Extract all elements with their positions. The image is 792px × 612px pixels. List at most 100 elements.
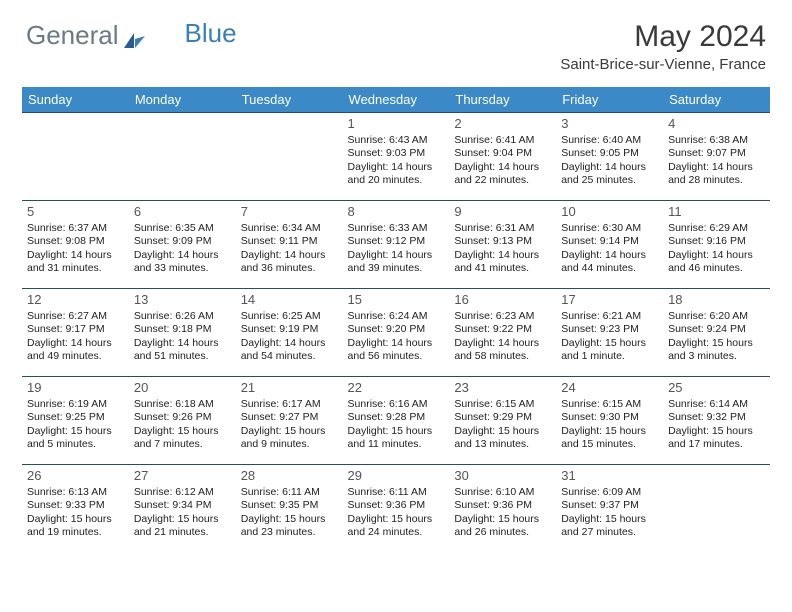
day-number: 26: [27, 468, 124, 485]
calendar-cell: 22Sunrise: 6:16 AMSunset: 9:28 PMDayligh…: [343, 377, 450, 465]
sunrise-text: Sunrise: 6:21 AM: [561, 310, 658, 323]
sunset-text: Sunset: 9:20 PM: [348, 323, 445, 336]
sunset-text: Sunset: 9:17 PM: [27, 323, 124, 336]
daylight-text: and 46 minutes.: [668, 262, 765, 275]
weekday-header: Friday: [556, 87, 663, 113]
sunset-text: Sunset: 9:37 PM: [561, 499, 658, 512]
daylight-text: Daylight: 14 hours: [348, 161, 445, 174]
daylight-text: and 54 minutes.: [241, 350, 338, 363]
header: General Blue May 2024 Saint-Brice-sur-Vi…: [22, 20, 770, 81]
calendar-cell: 8Sunrise: 6:33 AMSunset: 9:12 PMDaylight…: [343, 201, 450, 289]
daylight-text: and 5 minutes.: [27, 438, 124, 451]
calendar-cell-empty: [663, 465, 770, 546]
sunset-text: Sunset: 9:34 PM: [134, 499, 231, 512]
day-number: 27: [134, 468, 231, 485]
calendar-cell: 10Sunrise: 6:30 AMSunset: 9:14 PMDayligh…: [556, 201, 663, 289]
day-number: 9: [454, 204, 551, 221]
sunset-text: Sunset: 9:28 PM: [348, 411, 445, 424]
daylight-text: Daylight: 15 hours: [241, 425, 338, 438]
logo-part1: General: [26, 20, 119, 51]
day-number: 3: [561, 116, 658, 133]
day-number: 15: [348, 292, 445, 309]
daylight-text: Daylight: 14 hours: [348, 249, 445, 262]
daylight-text: and 24 minutes.: [348, 526, 445, 539]
calendar-cell: 25Sunrise: 6:14 AMSunset: 9:32 PMDayligh…: [663, 377, 770, 465]
sunrise-text: Sunrise: 6:10 AM: [454, 486, 551, 499]
logo: General Blue: [26, 20, 237, 51]
day-number: 20: [134, 380, 231, 397]
day-number: 23: [454, 380, 551, 397]
daylight-text: Daylight: 15 hours: [561, 337, 658, 350]
logo-part2: Blue: [185, 18, 237, 49]
sunset-text: Sunset: 9:30 PM: [561, 411, 658, 424]
daylight-text: Daylight: 15 hours: [134, 513, 231, 526]
daylight-text: and 17 minutes.: [668, 438, 765, 451]
sunset-text: Sunset: 9:32 PM: [668, 411, 765, 424]
daylight-text: and 23 minutes.: [241, 526, 338, 539]
sunrise-text: Sunrise: 6:11 AM: [348, 486, 445, 499]
day-number: 29: [348, 468, 445, 485]
sunset-text: Sunset: 9:07 PM: [668, 147, 765, 160]
daylight-text: and 44 minutes.: [561, 262, 658, 275]
sunset-text: Sunset: 9:36 PM: [454, 499, 551, 512]
sunrise-text: Sunrise: 6:17 AM: [241, 398, 338, 411]
weekday-header: Tuesday: [236, 87, 343, 113]
sunrise-text: Sunrise: 6:29 AM: [668, 222, 765, 235]
calendar-cell: 16Sunrise: 6:23 AMSunset: 9:22 PMDayligh…: [449, 289, 556, 377]
daylight-text: and 49 minutes.: [27, 350, 124, 363]
daylight-text: and 33 minutes.: [134, 262, 231, 275]
calendar-cell: 11Sunrise: 6:29 AMSunset: 9:16 PMDayligh…: [663, 201, 770, 289]
sunrise-text: Sunrise: 6:38 AM: [668, 134, 765, 147]
sunset-text: Sunset: 9:27 PM: [241, 411, 338, 424]
sunrise-text: Sunrise: 6:16 AM: [348, 398, 445, 411]
sunset-text: Sunset: 9:18 PM: [134, 323, 231, 336]
calendar-cell-empty: [129, 113, 236, 201]
day-number: 8: [348, 204, 445, 221]
daylight-text: and 13 minutes.: [454, 438, 551, 451]
calendar-cell: 4Sunrise: 6:38 AMSunset: 9:07 PMDaylight…: [663, 113, 770, 201]
calendar-cell: 15Sunrise: 6:24 AMSunset: 9:20 PMDayligh…: [343, 289, 450, 377]
calendar-cell: 7Sunrise: 6:34 AMSunset: 9:11 PMDaylight…: [236, 201, 343, 289]
calendar-row: 12Sunrise: 6:27 AMSunset: 9:17 PMDayligh…: [22, 289, 770, 377]
daylight-text: Daylight: 14 hours: [454, 161, 551, 174]
sunrise-text: Sunrise: 6:09 AM: [561, 486, 658, 499]
calendar-cell: 31Sunrise: 6:09 AMSunset: 9:37 PMDayligh…: [556, 465, 663, 546]
sunset-text: Sunset: 9:36 PM: [348, 499, 445, 512]
day-number: 30: [454, 468, 551, 485]
daylight-text: Daylight: 15 hours: [454, 513, 551, 526]
daylight-text: Daylight: 14 hours: [668, 249, 765, 262]
calendar-cell: 27Sunrise: 6:12 AMSunset: 9:34 PMDayligh…: [129, 465, 236, 546]
sunset-text: Sunset: 9:03 PM: [348, 147, 445, 160]
weekday-header: Sunday: [22, 87, 129, 113]
day-number: 6: [134, 204, 231, 221]
sunrise-text: Sunrise: 6:12 AM: [134, 486, 231, 499]
calendar-cell: 12Sunrise: 6:27 AMSunset: 9:17 PMDayligh…: [22, 289, 129, 377]
day-number: 7: [241, 204, 338, 221]
weekday-header: Thursday: [449, 87, 556, 113]
daylight-text: and 51 minutes.: [134, 350, 231, 363]
daylight-text: and 27 minutes.: [561, 526, 658, 539]
day-number: 10: [561, 204, 658, 221]
calendar-cell: 2Sunrise: 6:41 AMSunset: 9:04 PMDaylight…: [449, 113, 556, 201]
daylight-text: Daylight: 15 hours: [561, 425, 658, 438]
daylight-text: and 25 minutes.: [561, 174, 658, 187]
sunrise-text: Sunrise: 6:35 AM: [134, 222, 231, 235]
calendar-row: 19Sunrise: 6:19 AMSunset: 9:25 PMDayligh…: [22, 377, 770, 465]
sunset-text: Sunset: 9:14 PM: [561, 235, 658, 248]
sunset-text: Sunset: 9:11 PM: [241, 235, 338, 248]
daylight-text: and 11 minutes.: [348, 438, 445, 451]
daylight-text: Daylight: 14 hours: [27, 337, 124, 350]
sunrise-text: Sunrise: 6:23 AM: [454, 310, 551, 323]
daylight-text: Daylight: 15 hours: [668, 425, 765, 438]
sunrise-text: Sunrise: 6:33 AM: [348, 222, 445, 235]
daylight-text: and 19 minutes.: [27, 526, 124, 539]
daylight-text: Daylight: 14 hours: [134, 249, 231, 262]
sunrise-text: Sunrise: 6:19 AM: [27, 398, 124, 411]
daylight-text: Daylight: 14 hours: [454, 249, 551, 262]
daylight-text: and 36 minutes.: [241, 262, 338, 275]
daylight-text: Daylight: 14 hours: [454, 337, 551, 350]
calendar-table: SundayMondayTuesdayWednesdayThursdayFrid…: [22, 87, 770, 545]
daylight-text: Daylight: 15 hours: [241, 513, 338, 526]
sunset-text: Sunset: 9:19 PM: [241, 323, 338, 336]
day-number: 14: [241, 292, 338, 309]
